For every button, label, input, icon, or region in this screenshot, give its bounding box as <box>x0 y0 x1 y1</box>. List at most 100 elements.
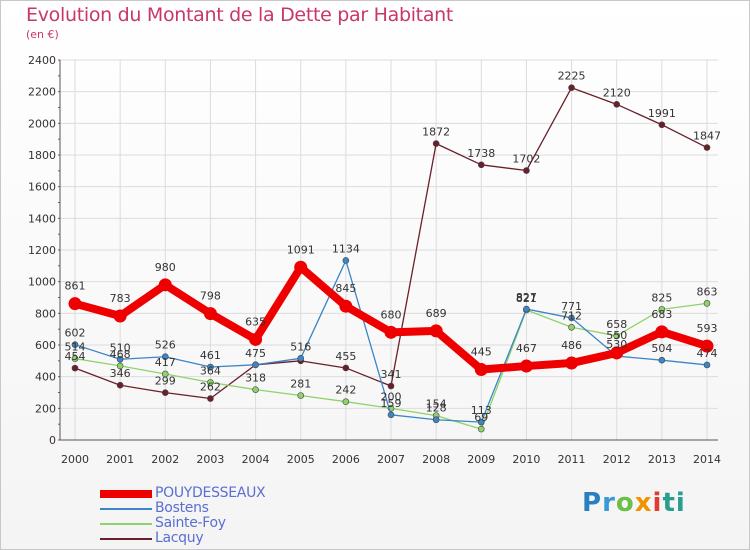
data-label: 863 <box>697 285 718 298</box>
data-label: 825 <box>651 291 672 304</box>
data-label: 474 <box>697 347 718 360</box>
legend-label: Sainte-Foy <box>155 515 226 531</box>
data-label: 445 <box>471 346 492 359</box>
data-label: 783 <box>110 292 131 305</box>
y-tick-label: 600 <box>35 339 56 352</box>
data-label: 475 <box>245 347 266 360</box>
data-label: 468 <box>110 348 131 361</box>
data-point <box>116 362 124 370</box>
x-tick-label: 2009 <box>467 453 495 466</box>
data-point <box>655 325 669 339</box>
data-label: 200 <box>381 390 402 403</box>
data-label: 159 <box>381 397 402 410</box>
y-tick-label: 2200 <box>28 86 56 99</box>
data-point <box>207 395 214 402</box>
data-point <box>477 161 485 169</box>
data-label: 281 <box>290 378 311 391</box>
data-label: 113 <box>471 404 492 417</box>
x-tick-label: 2002 <box>151 453 179 466</box>
x-tick-label: 2010 <box>512 453 540 466</box>
x-tick-label: 2006 <box>332 453 360 466</box>
legend-swatch <box>100 508 152 510</box>
data-label: 1847 <box>693 130 721 143</box>
data-label: 658 <box>606 318 627 331</box>
data-label: 504 <box>651 342 672 355</box>
data-label: 593 <box>697 322 718 335</box>
data-point <box>703 300 711 307</box>
data-point <box>658 356 666 364</box>
x-tick-label: 2008 <box>422 453 450 466</box>
data-label: 861 <box>65 280 86 293</box>
x-tick-label: 2001 <box>106 453 134 466</box>
data-label: 1991 <box>648 107 676 120</box>
data-point <box>477 425 485 433</box>
y-tick-label: 800 <box>35 307 56 320</box>
data-point <box>568 84 575 92</box>
data-label: 417 <box>155 356 176 369</box>
legend-label: POUYDESSEAUX <box>155 485 266 501</box>
data-point <box>658 306 666 313</box>
data-point <box>161 389 169 396</box>
data-label: 299 <box>155 375 176 388</box>
x-tick-label: 2011 <box>558 453 586 466</box>
data-label: 516 <box>290 340 311 353</box>
data-label: 341 <box>381 368 402 381</box>
y-tick-label: 1600 <box>28 181 56 194</box>
data-label: 2120 <box>603 86 631 99</box>
data-point <box>700 339 714 353</box>
data-point <box>477 418 485 426</box>
data-label: 771 <box>561 300 582 313</box>
data-point <box>474 363 488 377</box>
data-point <box>568 323 575 331</box>
data-point <box>387 411 395 419</box>
data-point <box>432 416 440 424</box>
y-tick-label: 2400 <box>28 54 56 67</box>
x-tick-label: 2003 <box>196 453 224 466</box>
x-tick-label: 2000 <box>61 453 89 466</box>
data-point <box>658 121 666 129</box>
series-layer <box>68 84 714 433</box>
legend-label: Lacquy <box>155 530 204 546</box>
data-label: 550 <box>606 329 627 342</box>
data-point <box>297 354 305 362</box>
legend-label: Bostens <box>155 500 209 516</box>
data-label: 1872 <box>422 126 450 139</box>
data-label: 2225 <box>558 70 586 83</box>
data-point <box>158 278 172 292</box>
data-point <box>432 140 440 147</box>
x-tick-label: 2007 <box>377 453 405 466</box>
data-point <box>161 370 169 378</box>
chart-subtitle: (en €) <box>26 28 59 41</box>
data-label: 635 <box>245 315 266 328</box>
data-point <box>71 355 79 362</box>
data-point <box>294 260 308 274</box>
data-label: 683 <box>651 308 672 321</box>
data-label: 712 <box>561 309 582 322</box>
data-point <box>116 355 124 363</box>
data-label: 530 <box>606 338 627 351</box>
data-label: 1738 <box>467 147 495 160</box>
data-label: 346 <box>110 367 131 380</box>
data-point <box>116 381 124 389</box>
data-label: 262 <box>200 381 221 394</box>
x-tick-label: 2004 <box>242 453 270 466</box>
data-label: 454 <box>65 350 86 363</box>
data-point <box>387 382 395 390</box>
data-point <box>342 364 350 372</box>
y-tick-label: 200 <box>35 402 56 415</box>
data-point <box>203 307 217 321</box>
x-tick-label: 2005 <box>287 453 315 466</box>
y-tick-label: 400 <box>35 371 56 384</box>
data-label: 514 <box>65 341 86 354</box>
data-point <box>339 299 353 313</box>
legend-swatch <box>100 490 152 498</box>
legend-swatch <box>100 538 152 540</box>
data-label: 1134 <box>332 242 360 255</box>
data-label: 486 <box>561 339 582 352</box>
data-point <box>610 346 624 360</box>
data-label: 980 <box>155 261 176 274</box>
y-tick-label: 1400 <box>28 212 56 225</box>
data-point <box>161 353 169 361</box>
data-point <box>565 356 579 370</box>
